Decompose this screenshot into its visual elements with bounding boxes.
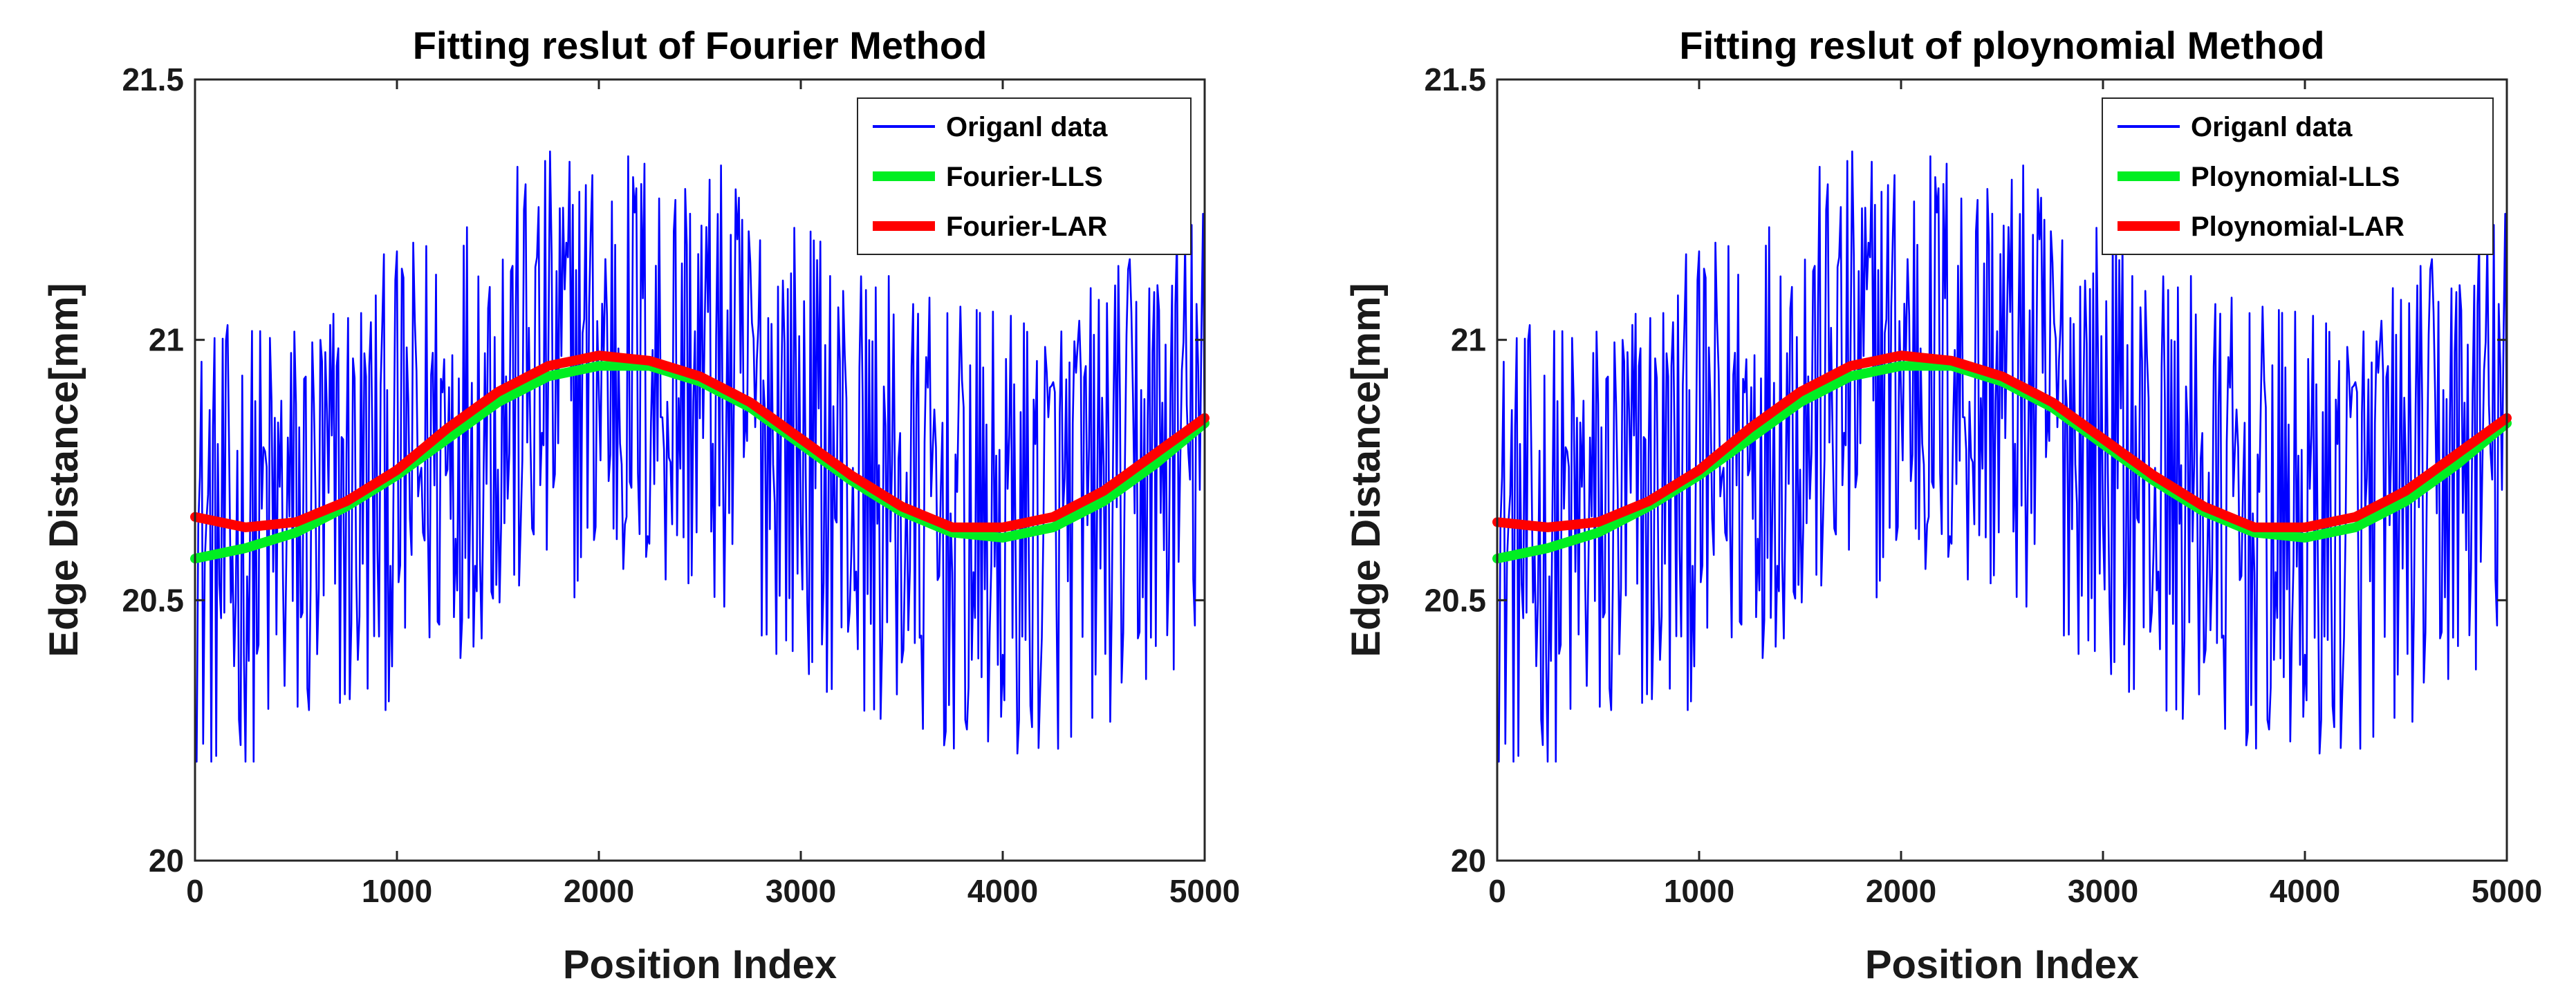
- x-axis-label: Position Index: [1865, 942, 2139, 987]
- y-axis-label: Edge Distance[mm]: [41, 283, 86, 657]
- x-tick-label: 0: [186, 873, 204, 909]
- x-tick-label: 5000: [2472, 873, 2542, 909]
- x-tick-label: 3000: [766, 873, 836, 909]
- x-tick-label: 2000: [564, 873, 634, 909]
- legend: Origanl data Fourier-LLS Fourier-LAR: [857, 97, 1192, 255]
- legend-label-lar: Ploynomial-LAR: [2191, 212, 2404, 242]
- x-tick-label: 3000: [2068, 873, 2138, 909]
- legend-label-original: Origanl data: [2191, 112, 2353, 142]
- x-tick-label: 4000: [967, 873, 1038, 909]
- series-layer: [1492, 150, 2512, 763]
- ticks-layer: 0 1000 2000 3000 4000 5000 20 20.5 21 21.5: [122, 62, 1240, 909]
- legend-label-lls: Fourier-LLS: [946, 162, 1103, 192]
- legend-label-original: Origanl data: [946, 112, 1108, 142]
- y-tick-label: 20: [1451, 843, 1486, 879]
- x-tick-label: 0: [1488, 873, 1506, 909]
- x-tick-label: 2000: [1866, 873, 1936, 909]
- chart-title: Fitting reslut of Fourier Method: [413, 24, 988, 67]
- legend: Origanl data Ploynomial-LLS Ploynomial-L…: [2102, 97, 2494, 255]
- x-tick-label: 1000: [362, 873, 432, 909]
- y-tick-label: 20: [149, 843, 184, 879]
- y-tick-label: 21.5: [122, 62, 184, 97]
- y-tick-label: 21: [149, 322, 184, 358]
- series-line-lar: [1492, 350, 2512, 532]
- chart-title: Fitting reslut of ploynomial Method: [1679, 24, 2324, 67]
- x-axis-label: Position Index: [563, 942, 837, 987]
- x-tick-label: 1000: [1664, 873, 1734, 909]
- x-tick-label: 4000: [2270, 873, 2340, 909]
- ticks-layer: 0 1000 2000 3000 4000 5000 20 20.5 21 21.5: [1424, 62, 2542, 909]
- y-tick-label: 20.5: [122, 582, 184, 618]
- chart-panel-fourier: Fitting reslut of Fourier Method Positio…: [41, 24, 1240, 987]
- legend-label-lls: Ploynomial-LLS: [2191, 162, 2400, 192]
- y-tick-label: 21.5: [1424, 62, 1486, 97]
- y-axis-label: Edge Distance[mm]: [1344, 283, 1389, 657]
- series-line-lar: [190, 350, 1210, 532]
- axes-box: [194, 78, 1206, 862]
- y-tick-label: 20.5: [1424, 582, 1486, 618]
- legend-label-lar: Fourier-LAR: [946, 212, 1107, 242]
- axes-box: [1496, 78, 2508, 862]
- chart-panel-polynomial: Fitting reslut of ploynomial Method Posi…: [1344, 24, 2542, 987]
- x-tick-label: 5000: [1169, 873, 1240, 909]
- series-layer: [190, 150, 1210, 763]
- y-tick-label: 21: [1451, 322, 1486, 358]
